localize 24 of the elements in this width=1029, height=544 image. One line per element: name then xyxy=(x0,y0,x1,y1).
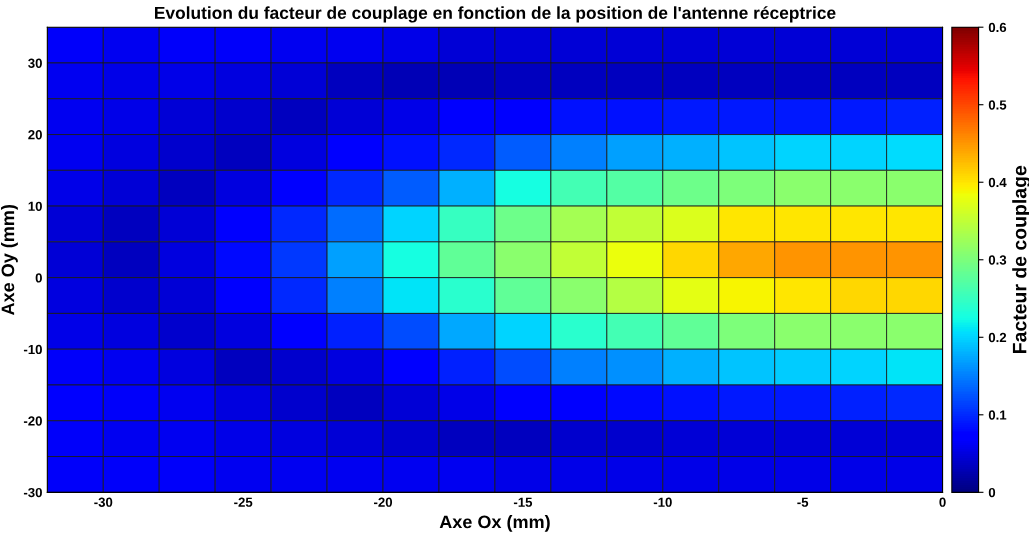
color-bar-label: 0.3 xyxy=(988,255,1007,265)
y-tick-label: -10 xyxy=(23,344,42,355)
y-tick-label: 30 xyxy=(28,58,42,68)
x-tick-label: -15 xyxy=(513,497,533,507)
y-axis-title: Axe Oy (mm) xyxy=(1,204,18,315)
color-bar-label: 0.2 xyxy=(988,332,1007,343)
y-tick-label: 10 xyxy=(28,201,42,211)
x-tick-label: -5 xyxy=(797,497,809,507)
y-tick-label: 20 xyxy=(28,130,42,140)
x-tick-label: -20 xyxy=(374,497,393,507)
x-tick-label: 0 xyxy=(939,497,946,507)
y-tick-label: -30 xyxy=(23,487,42,498)
x-tick-label: -30 xyxy=(94,497,113,507)
color-bar-label: 0 xyxy=(988,487,996,498)
chart-title: Evolution du facteur de couplage en fonction de la position de l'antenne réceptrice xyxy=(155,6,836,23)
y-tick-label: -20 xyxy=(23,416,42,426)
color-bar-label: 0.4 xyxy=(988,177,1007,188)
color-bar-label: 0.5 xyxy=(988,100,1007,110)
y-tick-label: 0 xyxy=(35,273,42,283)
x-tick-label: -10 xyxy=(653,497,672,507)
x-tick-label: -25 xyxy=(234,497,253,507)
color-bar-label: 0.6 xyxy=(988,22,1007,33)
x-axis-title: Axe Ox (mm) xyxy=(439,515,550,532)
color-bar-label: 0.1 xyxy=(988,410,1007,420)
